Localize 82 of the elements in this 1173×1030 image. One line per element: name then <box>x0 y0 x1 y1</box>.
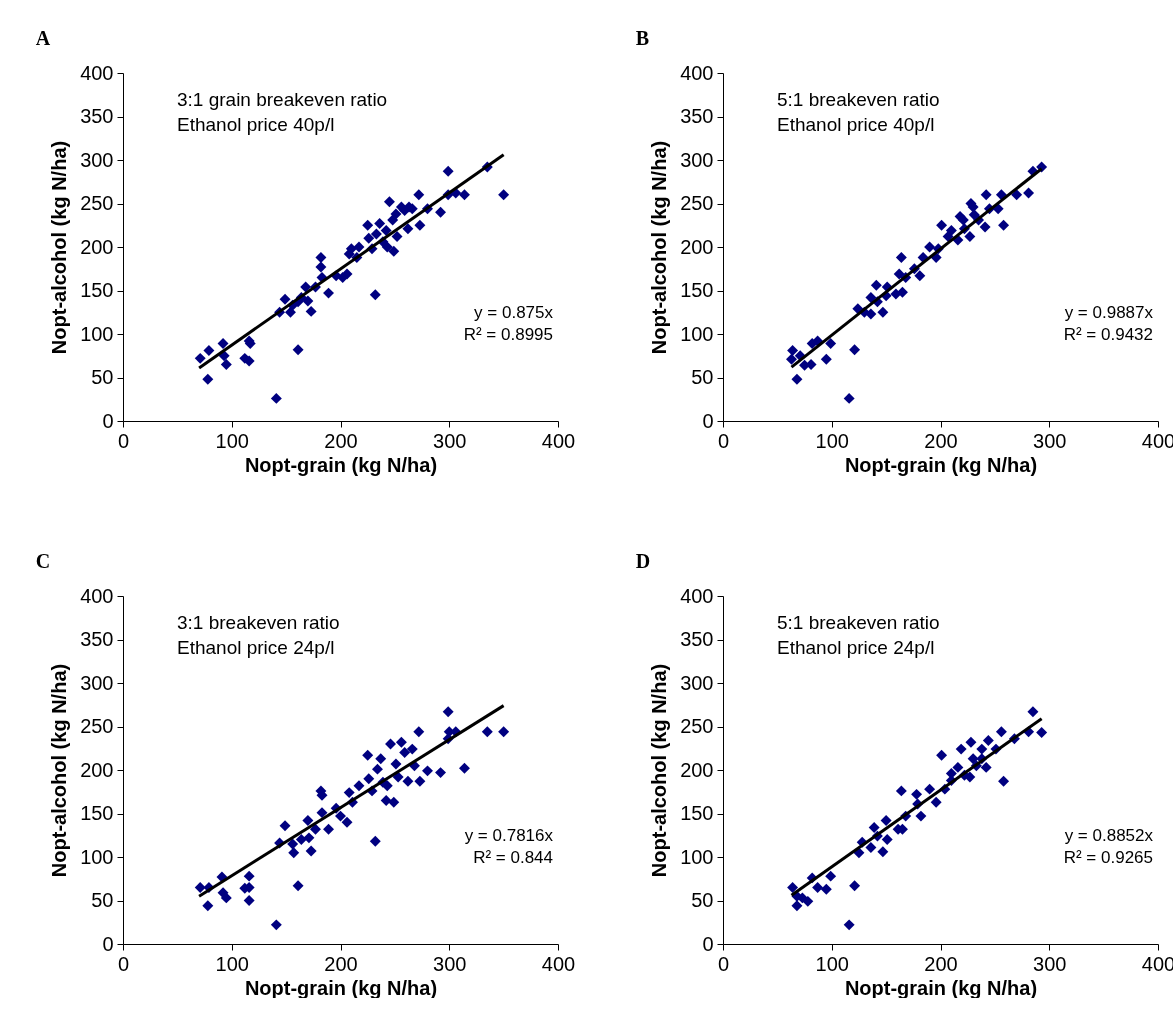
annotation: 3:1 grain breakeven ratio <box>177 89 388 110</box>
annotation: y = 0.7816x <box>464 826 554 845</box>
annotation: 5:1 breakeven ratio <box>777 89 940 110</box>
y-tick-label: 150 <box>80 279 114 301</box>
x-tick-label: 200 <box>324 429 358 452</box>
y-tick-label: 150 <box>680 279 714 301</box>
annotation: Ethanol price 40p/l <box>177 114 335 135</box>
y-tick-label: 150 <box>680 802 714 824</box>
y-tick-label: 300 <box>680 671 714 694</box>
annotation: 5:1 breakeven ratio <box>777 612 940 633</box>
chart-title: C <box>35 550 51 572</box>
y-tick-label: 200 <box>680 758 714 781</box>
y-axis-title: Nopt-alcohol (kg N/ha) <box>48 140 71 355</box>
y-tick-label: 350 <box>80 105 114 127</box>
y-tick-label: 250 <box>80 192 114 214</box>
x-tick-label: 300 <box>433 429 467 452</box>
y-tick-label: 300 <box>80 671 114 694</box>
x-tick-label: 300 <box>1033 429 1067 452</box>
y-tick-label: 100 <box>80 845 114 868</box>
y-tick-label: 0 <box>702 932 714 955</box>
x-tick-label: 200 <box>324 952 358 975</box>
x-tick-label: 100 <box>215 952 249 975</box>
y-tick-label: 100 <box>80 322 114 345</box>
y-tick-label: 50 <box>91 366 114 388</box>
chart-title: D <box>635 550 651 572</box>
annotation: R² = 0.844 <box>473 848 553 867</box>
x-tick-label: 0 <box>717 429 730 452</box>
x-axis-title: Nopt-grain (kg N/ha) <box>844 453 1038 476</box>
y-tick-label: 200 <box>80 235 114 258</box>
annotation: 3:1 breakeven ratio <box>177 612 340 633</box>
y-tick-label: 300 <box>680 148 714 171</box>
y-tick-label: 250 <box>80 715 114 737</box>
x-tick-label: 0 <box>717 952 730 975</box>
x-tick-label: 400 <box>541 429 576 452</box>
x-tick-label: 300 <box>433 952 467 975</box>
y-tick-label: 400 <box>680 584 714 607</box>
annotation: y = 0.8852x <box>1064 826 1154 845</box>
y-tick-label: 200 <box>80 758 114 781</box>
x-tick-label: 100 <box>815 952 849 975</box>
y-tick-label: 400 <box>80 61 114 84</box>
x-tick-label: 300 <box>1033 952 1067 975</box>
annotation: Ethanol price 24p/l <box>777 637 935 658</box>
y-tick-label: 100 <box>680 845 714 868</box>
x-axis-title: Nopt-grain (kg N/ha) <box>244 976 438 999</box>
annotation: Ethanol price 24p/l <box>177 637 335 658</box>
chart-title: B <box>635 27 649 49</box>
x-tick-label: 200 <box>924 952 958 975</box>
y-axis-title: Nopt-alcohol (kg N/ha) <box>48 663 71 878</box>
x-tick-label: 400 <box>541 952 576 975</box>
y-tick-label: 50 <box>691 889 714 911</box>
x-tick-label: 200 <box>924 429 958 452</box>
y-tick-label: 200 <box>680 235 714 258</box>
y-tick-label: 50 <box>691 366 714 388</box>
annotation: Ethanol price 40p/l <box>777 114 935 135</box>
y-axis-title: Nopt-alcohol (kg N/ha) <box>648 140 671 355</box>
y-tick-label: 150 <box>80 802 114 824</box>
annotation: R² = 0.9432 <box>1063 325 1153 344</box>
x-tick-label: 100 <box>215 429 249 452</box>
y-tick-label: 100 <box>680 322 714 345</box>
y-tick-label: 0 <box>102 409 114 432</box>
annotation: y = 0.9887x <box>1064 303 1154 322</box>
annotation: R² = 0.9265 <box>1063 848 1153 867</box>
x-tick-label: 0 <box>117 429 130 452</box>
y-tick-label: 250 <box>680 192 714 214</box>
x-tick-label: 100 <box>815 429 849 452</box>
y-tick-label: 350 <box>680 105 714 127</box>
y-tick-label: 300 <box>80 148 114 171</box>
y-tick-label: 0 <box>702 409 714 432</box>
y-tick-label: 400 <box>680 61 714 84</box>
y-tick-label: 350 <box>80 628 114 650</box>
annotation: R² = 0.8995 <box>463 325 553 344</box>
chart-title: A <box>35 27 51 49</box>
y-tick-label: 0 <box>102 932 114 955</box>
x-axis-title: Nopt-grain (kg N/ha) <box>844 976 1038 999</box>
y-tick-label: 250 <box>680 715 714 737</box>
y-tick-label: 400 <box>80 584 114 607</box>
y-tick-label: 50 <box>91 889 114 911</box>
y-axis-title: Nopt-alcohol (kg N/ha) <box>648 663 671 878</box>
x-tick-label: 0 <box>117 952 130 975</box>
x-axis-title: Nopt-grain (kg N/ha) <box>244 453 438 476</box>
y-tick-label: 350 <box>680 628 714 650</box>
annotation: y = 0.875x <box>474 303 554 322</box>
